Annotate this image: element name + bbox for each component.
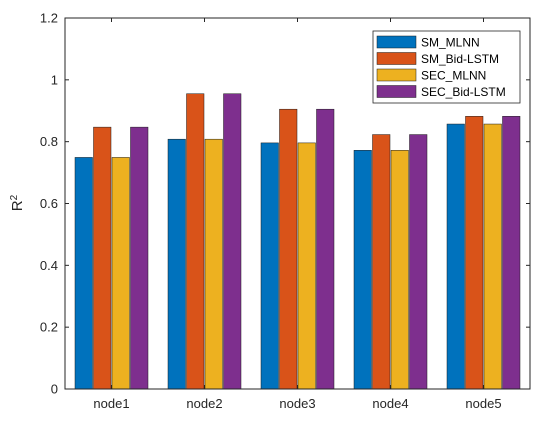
legend-swatch-sm-bid-lstm [376, 52, 417, 65]
x-tick-label-node1: node1 [93, 396, 129, 411]
bar-sm-mlnn-node5 [446, 123, 465, 390]
bar-sm-bid-lstm-node5 [465, 116, 484, 390]
bar-sm-mlnn-node1 [74, 157, 93, 390]
bar-sm-mlnn-node3 [260, 142, 279, 390]
y-tick-label: 0 [51, 382, 58, 397]
bar-sm-bid-lstm-node4 [372, 134, 391, 390]
bar-sec-mlnn-node2 [204, 138, 223, 390]
legend-swatch-sm-mlnn [376, 35, 417, 49]
bar-sec-mlnn-node5 [483, 123, 502, 390]
legend-label-sm-mlnn: SM_MLNN [421, 36, 480, 50]
bar-sm-bid-lstm-node2 [186, 93, 205, 390]
legend-swatch-sec-bid-lstm [376, 85, 417, 98]
y-tick-label: 0.8 [40, 134, 58, 149]
bar-sec-bid-lstm-node3 [316, 108, 335, 390]
bar-sec-mlnn-node1 [111, 157, 130, 390]
bar-sm-bid-lstm-node3 [279, 108, 298, 390]
bar-sec-mlnn-node4 [390, 150, 409, 390]
y-axis: 0 0.2 0.4 0.6 0.8 1 1.2 [40, 11, 530, 397]
bar-sec-bid-lstm-node4 [409, 134, 428, 390]
bar-sec-bid-lstm-node2 [223, 93, 242, 390]
y-axis-label: R2 [9, 194, 27, 211]
legend-swatch-sec-mlnn [376, 68, 417, 82]
x-axis: node1 node2 node3 node4 node5 [93, 18, 502, 411]
legend: SM_MLNN SM_Bid-LSTM SEC_MLNN SEC_Bid-LSTM [372, 30, 521, 104]
y-tick-label: 1 [51, 72, 58, 87]
bar-sec-mlnn-node3 [297, 142, 316, 390]
x-tick-label-node3: node3 [279, 396, 315, 411]
bar-sec-bid-lstm-node1 [130, 126, 149, 390]
bar-sm-mlnn-node4 [353, 150, 372, 390]
x-tick-label-node5: node5 [465, 396, 501, 411]
bar-sm-mlnn-node2 [167, 138, 186, 390]
x-tick-label-node4: node4 [372, 396, 408, 411]
y-axis-label-base: R [9, 200, 26, 211]
legend-label-sec-mlnn: SEC_MLNN [421, 69, 486, 83]
y-tick-label: 0.6 [40, 196, 58, 211]
bar-sec-bid-lstm-node5 [502, 116, 521, 390]
y-tick-label: 1.2 [40, 11, 58, 26]
legend-label-sm-bid-lstm: SM_Bid-LSTM [421, 52, 499, 66]
y-axis-label-superscript: 2 [9, 194, 20, 200]
y-tick-label: 0.4 [40, 258, 58, 273]
bars-group [74, 93, 521, 390]
x-tick-label-node2: node2 [186, 396, 222, 411]
bar-sm-bid-lstm-node1 [93, 126, 112, 390]
y-tick-label: 0.2 [40, 320, 58, 335]
legend-label-sec-bid-lstm: SEC_Bid-LSTM [421, 85, 506, 99]
